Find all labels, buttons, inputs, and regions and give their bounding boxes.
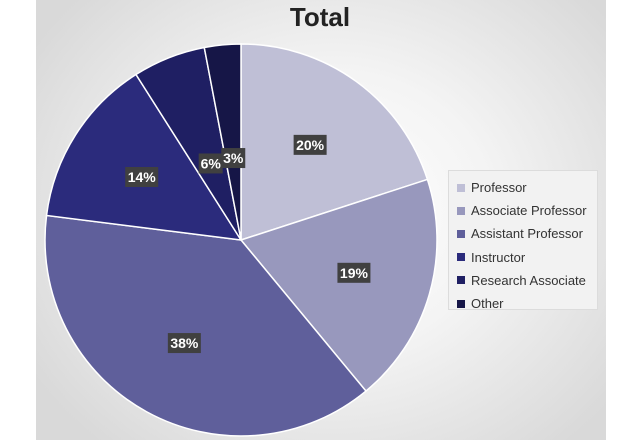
legend-label: Research Associate (471, 272, 586, 288)
data-label-research-associate: 6% (198, 153, 223, 174)
data-label-instructor: 14% (125, 166, 159, 187)
data-label-associate-professor: 19% (337, 262, 371, 283)
legend-label: Professor (471, 180, 527, 196)
legend-swatch (457, 299, 465, 308)
pie-slice-instructor (45, 73, 243, 241)
svg-text:14%: 14% (128, 169, 157, 185)
legend-label: Other (471, 296, 504, 312)
legend-swatch (457, 183, 465, 192)
pie-slice-assistant-professor (44, 214, 367, 437)
legend-swatch (457, 229, 465, 238)
pie-slice-professor (240, 43, 429, 242)
svg-text:20%: 20% (296, 137, 325, 153)
legend-label: Assistant Professor (471, 226, 583, 242)
chart-title: Total (289, 2, 351, 32)
data-label-assistant-professor: 38% (167, 333, 201, 354)
legend-item: Other (457, 292, 597, 315)
data-label-other: 3% (221, 148, 246, 169)
legend-swatch (457, 253, 465, 262)
legend-swatch (457, 276, 465, 285)
data-label-professor: 20% (293, 134, 327, 155)
pie-slice-other (203, 43, 242, 241)
legend-item: Assistant Professor (457, 222, 597, 245)
legend-item: Research Associate (457, 269, 597, 292)
svg-text:6%: 6% (201, 155, 222, 171)
legend-label: Instructor (471, 249, 526, 265)
legend-swatch (457, 206, 465, 215)
svg-text:38%: 38% (170, 335, 199, 351)
legend-label: Associate Professor (471, 203, 587, 219)
legend: Professor Associate Professor Assistant Pr… (448, 170, 598, 311)
pie-slice-associate-professor (239, 178, 438, 393)
svg-text:19%: 19% (340, 265, 369, 281)
svg-text:3%: 3% (223, 150, 244, 166)
legend-item: Instructor (457, 246, 597, 269)
legend-item: Professor (457, 176, 597, 199)
legend-item: Associate Professor (457, 199, 597, 222)
